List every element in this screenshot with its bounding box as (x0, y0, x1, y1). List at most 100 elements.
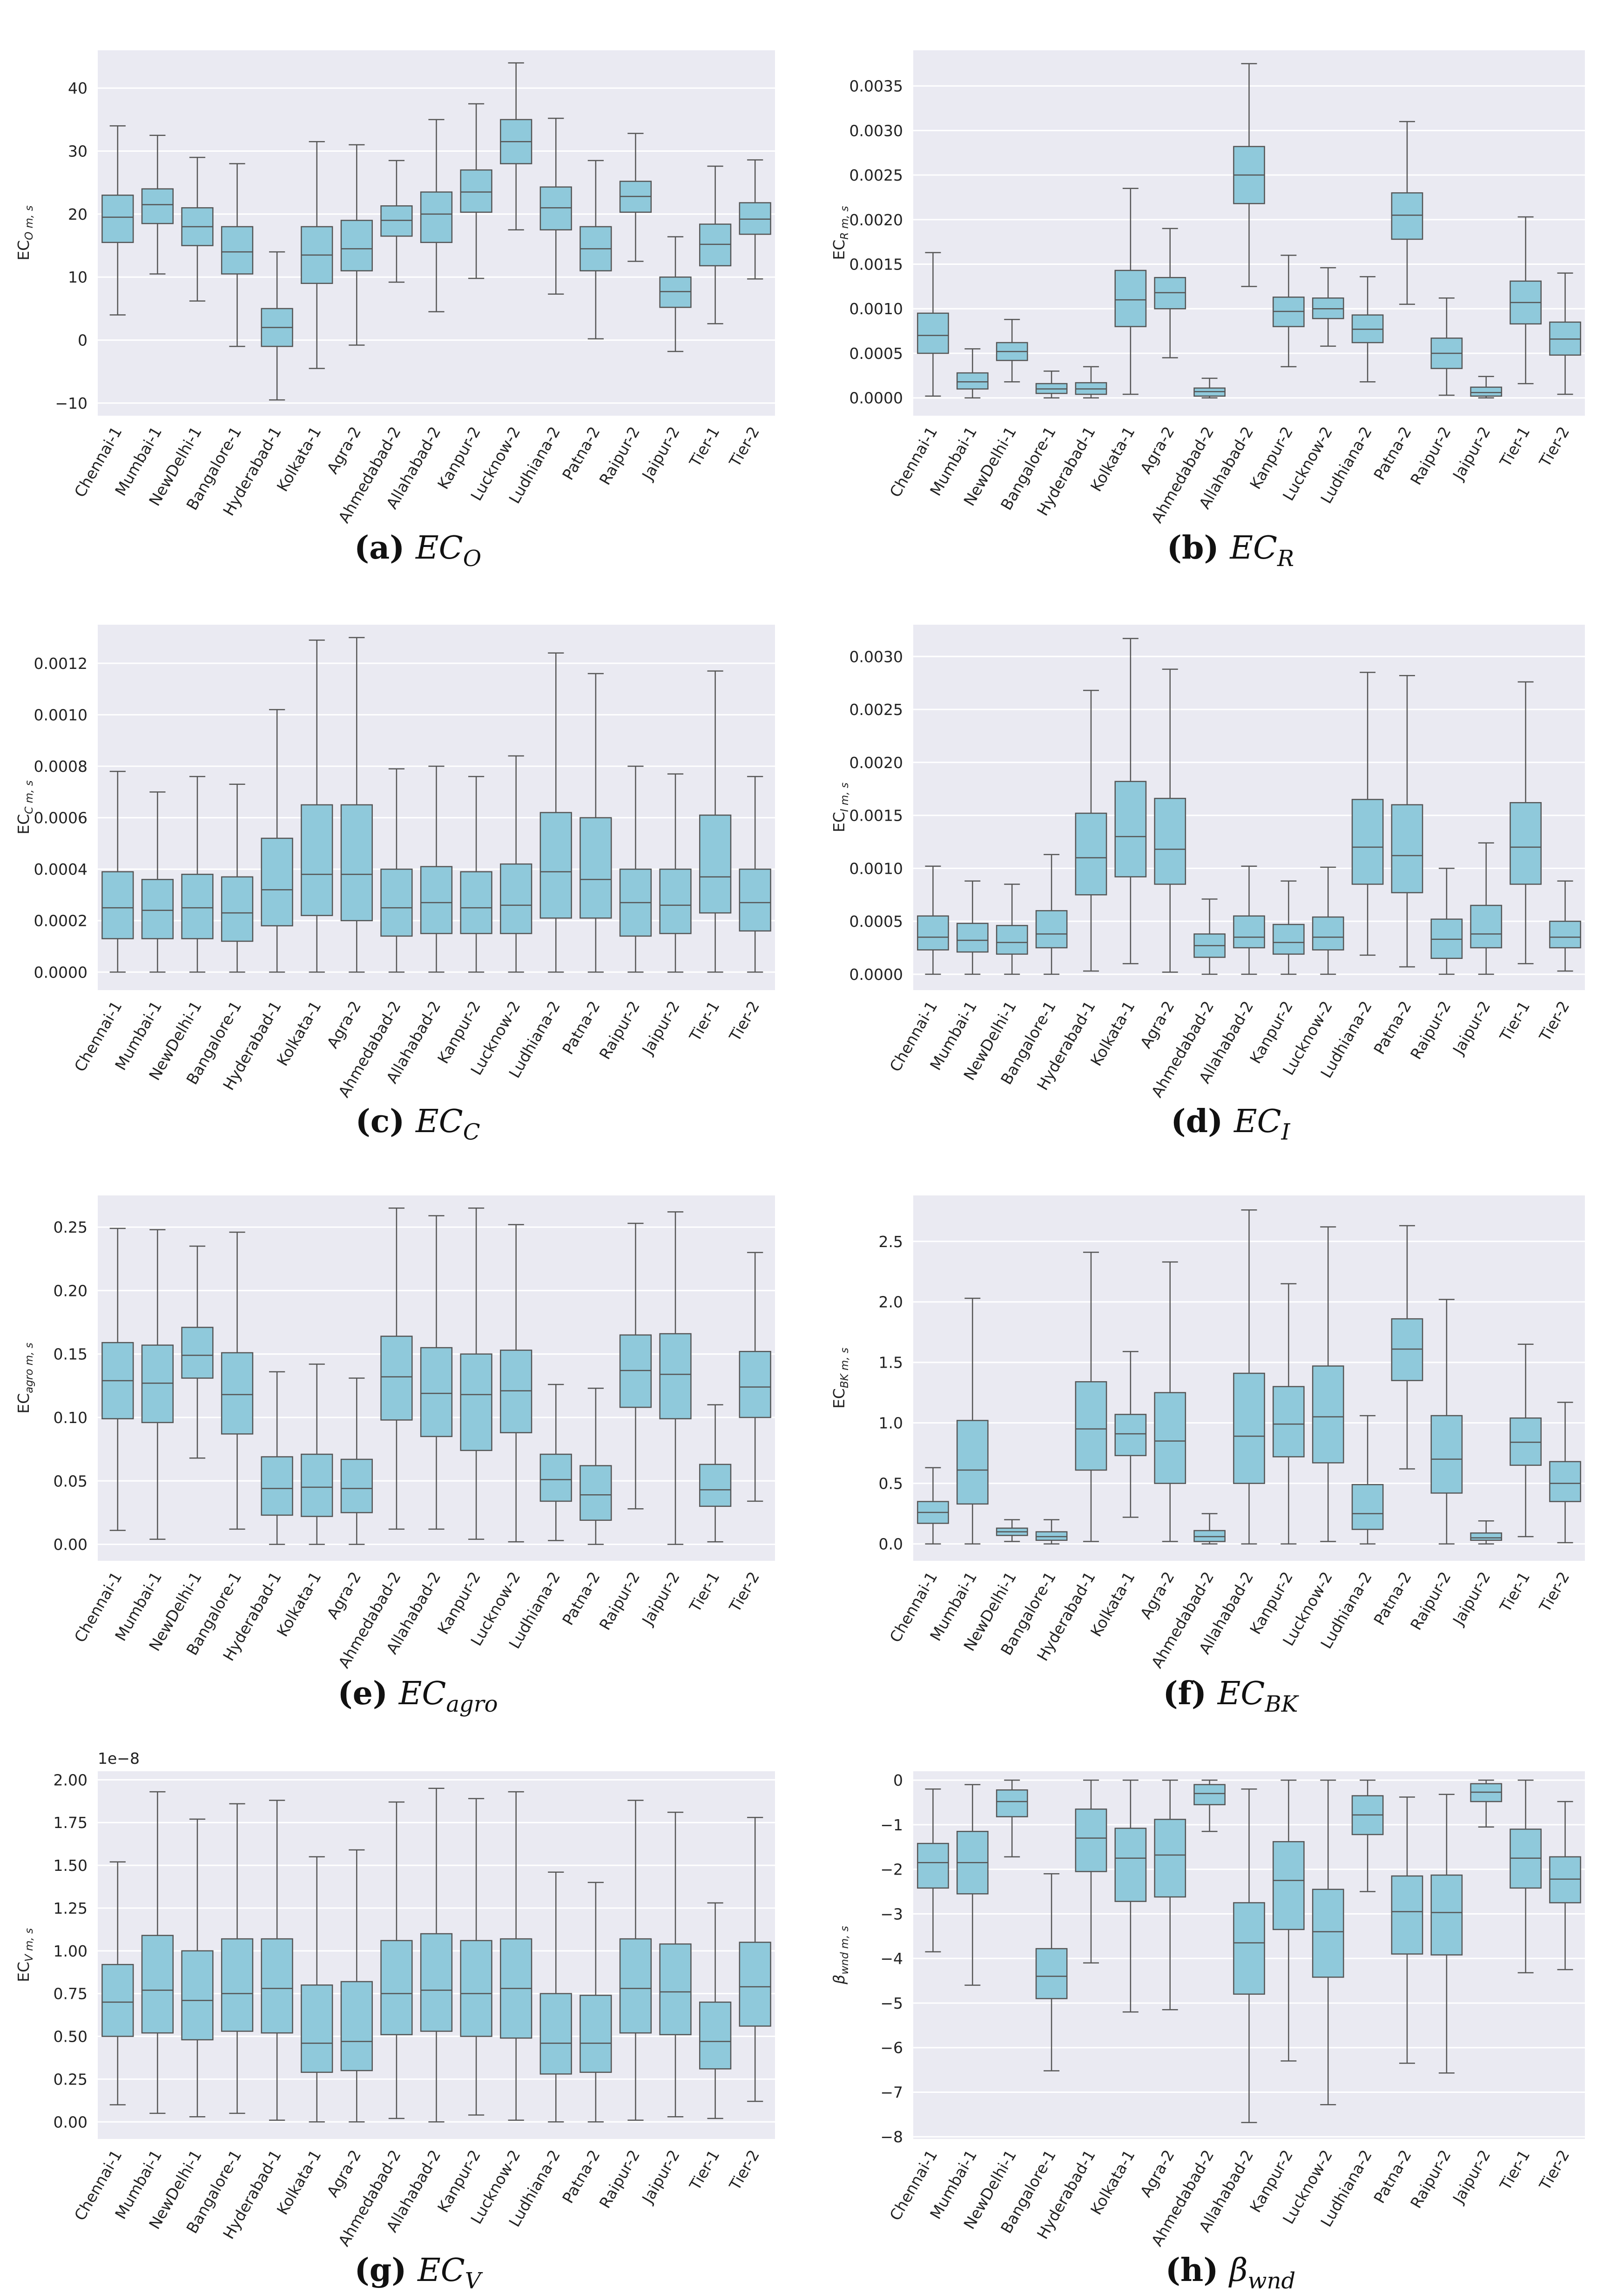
box-Tier-1 (699, 165, 732, 324)
box-iqr (739, 1351, 771, 1418)
panel-caption: (h) βwnd (1166, 2252, 1296, 2294)
box-iqr (917, 312, 949, 354)
box-iqr (1233, 915, 1265, 949)
chart-panel-b: 0.0000 0.0005 0.0010 0.0015 0.0020 0.0025 0.00… (830, 50, 1585, 572)
box-Hyderabad-1 (261, 709, 293, 973)
caption-symbol: EC (417, 2252, 465, 2289)
y-tick-label: 0.0035 (849, 77, 903, 95)
box-iqr (101, 1963, 134, 2037)
box-iqr (996, 1789, 1028, 1817)
box-Allahabad-2 (420, 1788, 453, 2123)
box-Lucknow-2 (500, 62, 532, 230)
box-NewDelhi-1 (181, 1818, 214, 2118)
box-iqr (101, 871, 134, 939)
x-tick-label: Agra-2 (1137, 424, 1178, 477)
box-Agra-2 (340, 637, 373, 973)
box-Jaipur-2 (1470, 376, 1503, 398)
box-Agra-2 (1154, 1779, 1186, 2011)
y-tick-label: 1.0 (879, 1414, 903, 1432)
box-iqr (1273, 1841, 1305, 1930)
box-iqr (1154, 797, 1186, 885)
box-Tier-2 (739, 1252, 771, 1502)
box-Tier-2 (739, 1816, 771, 2102)
box-Ahmedabad-2 (1193, 1779, 1226, 1832)
caption-subscript: I (1281, 1119, 1291, 1145)
y-tick-label: 0.0012 (34, 654, 88, 673)
box-Kolkata-1 (1114, 638, 1147, 965)
x-tick-label: Tier-2 (725, 998, 763, 1045)
box-Agra-2 (1154, 228, 1186, 358)
y-tick-label: −6 (880, 2039, 903, 2057)
box-iqr (1114, 781, 1147, 877)
box-Lucknow-2 (500, 1791, 532, 2121)
y-axis-label-main: EC (830, 812, 848, 832)
box-iqr (500, 863, 532, 934)
y-tick-label: 0.00 (54, 1536, 88, 1554)
box-iqr (917, 915, 949, 951)
box-Raipur-2 (619, 765, 652, 973)
box-Chennai-1 (101, 125, 134, 316)
box-Tier-1 (1509, 1343, 1542, 1538)
box-iqr (340, 1981, 373, 2071)
panel-caption: (e) ECagro (337, 1675, 498, 1717)
x-tick-label: Patna-2 (559, 424, 604, 483)
y-tick-label: 0.0002 (34, 912, 88, 930)
y-tick-label: 1.50 (54, 1856, 88, 1875)
box-Raipur-2 (619, 133, 652, 262)
box-iqr (699, 2001, 732, 2070)
y-axis-label-sub: R m, s (839, 206, 851, 239)
box-iqr (739, 202, 771, 235)
box-iqr (1114, 270, 1147, 327)
box-iqr (917, 1842, 949, 1889)
caption-subscript: BK (1264, 1691, 1299, 1717)
box-iqr (181, 873, 214, 939)
box-Kolkata-1 (1114, 1351, 1147, 1518)
y-axis-label: ECO m, s (14, 205, 35, 260)
box-iqr (1430, 1415, 1463, 1494)
x-tick-label: Tier-2 (725, 2147, 763, 2194)
box-Bangalore-1 (221, 783, 254, 973)
box-Patna-2 (1391, 1796, 1423, 2064)
box-Lucknow-2 (1312, 866, 1344, 975)
box-Hyderabad-1 (261, 251, 293, 401)
y-tick-label: 0 (78, 331, 88, 350)
box-Ludhiana-2 (539, 1383, 572, 1541)
box-Kolkata-1 (1114, 188, 1147, 395)
y-axis-label-sub: agro m, s (23, 1343, 35, 1393)
box-iqr (221, 1352, 254, 1435)
y-tick-label: 0.0015 (849, 256, 903, 274)
x-tick-label: Jaipur-2 (1449, 424, 1494, 484)
box-iqr (956, 372, 989, 390)
box-iqr (699, 1464, 732, 1507)
box-iqr (1114, 1828, 1147, 1902)
y-tick-label: 0.50 (54, 2028, 88, 2046)
box-Kolkata-1 (301, 639, 333, 973)
box-iqr (539, 812, 572, 919)
box-iqr (580, 817, 612, 919)
x-tick-label: Tier-1 (1496, 424, 1534, 471)
box-iqr (1470, 904, 1503, 949)
y-tick-label: 0.0008 (34, 757, 88, 776)
x-tick-label: Tier-2 (725, 424, 763, 471)
box-Allahabad-2 (420, 765, 453, 973)
box-Kanpur-2 (460, 1208, 492, 1540)
box-iqr (699, 223, 732, 267)
box-Chennai-1 (917, 1788, 949, 1953)
box-NewDelhi-1 (181, 1245, 214, 1459)
x-tick-label: Tier-1 (1496, 1569, 1534, 1616)
box-iqr (221, 226, 254, 275)
box-iqr (739, 1942, 771, 2027)
box-Lucknow-2 (500, 755, 532, 973)
y-tick-label: 0 (893, 1771, 903, 1789)
box-Kanpur-2 (1273, 880, 1305, 975)
box-Ahmedabad-2 (380, 768, 413, 973)
box-iqr (1075, 1381, 1107, 1471)
x-tick-label: Patna-2 (559, 1569, 604, 1628)
box-iqr (1509, 1417, 1542, 1466)
box-Patna-2 (1391, 121, 1423, 305)
y-tick-label: −8 (880, 2128, 903, 2146)
box-iqr (539, 1453, 572, 1502)
box-Jaipur-2 (659, 236, 692, 352)
